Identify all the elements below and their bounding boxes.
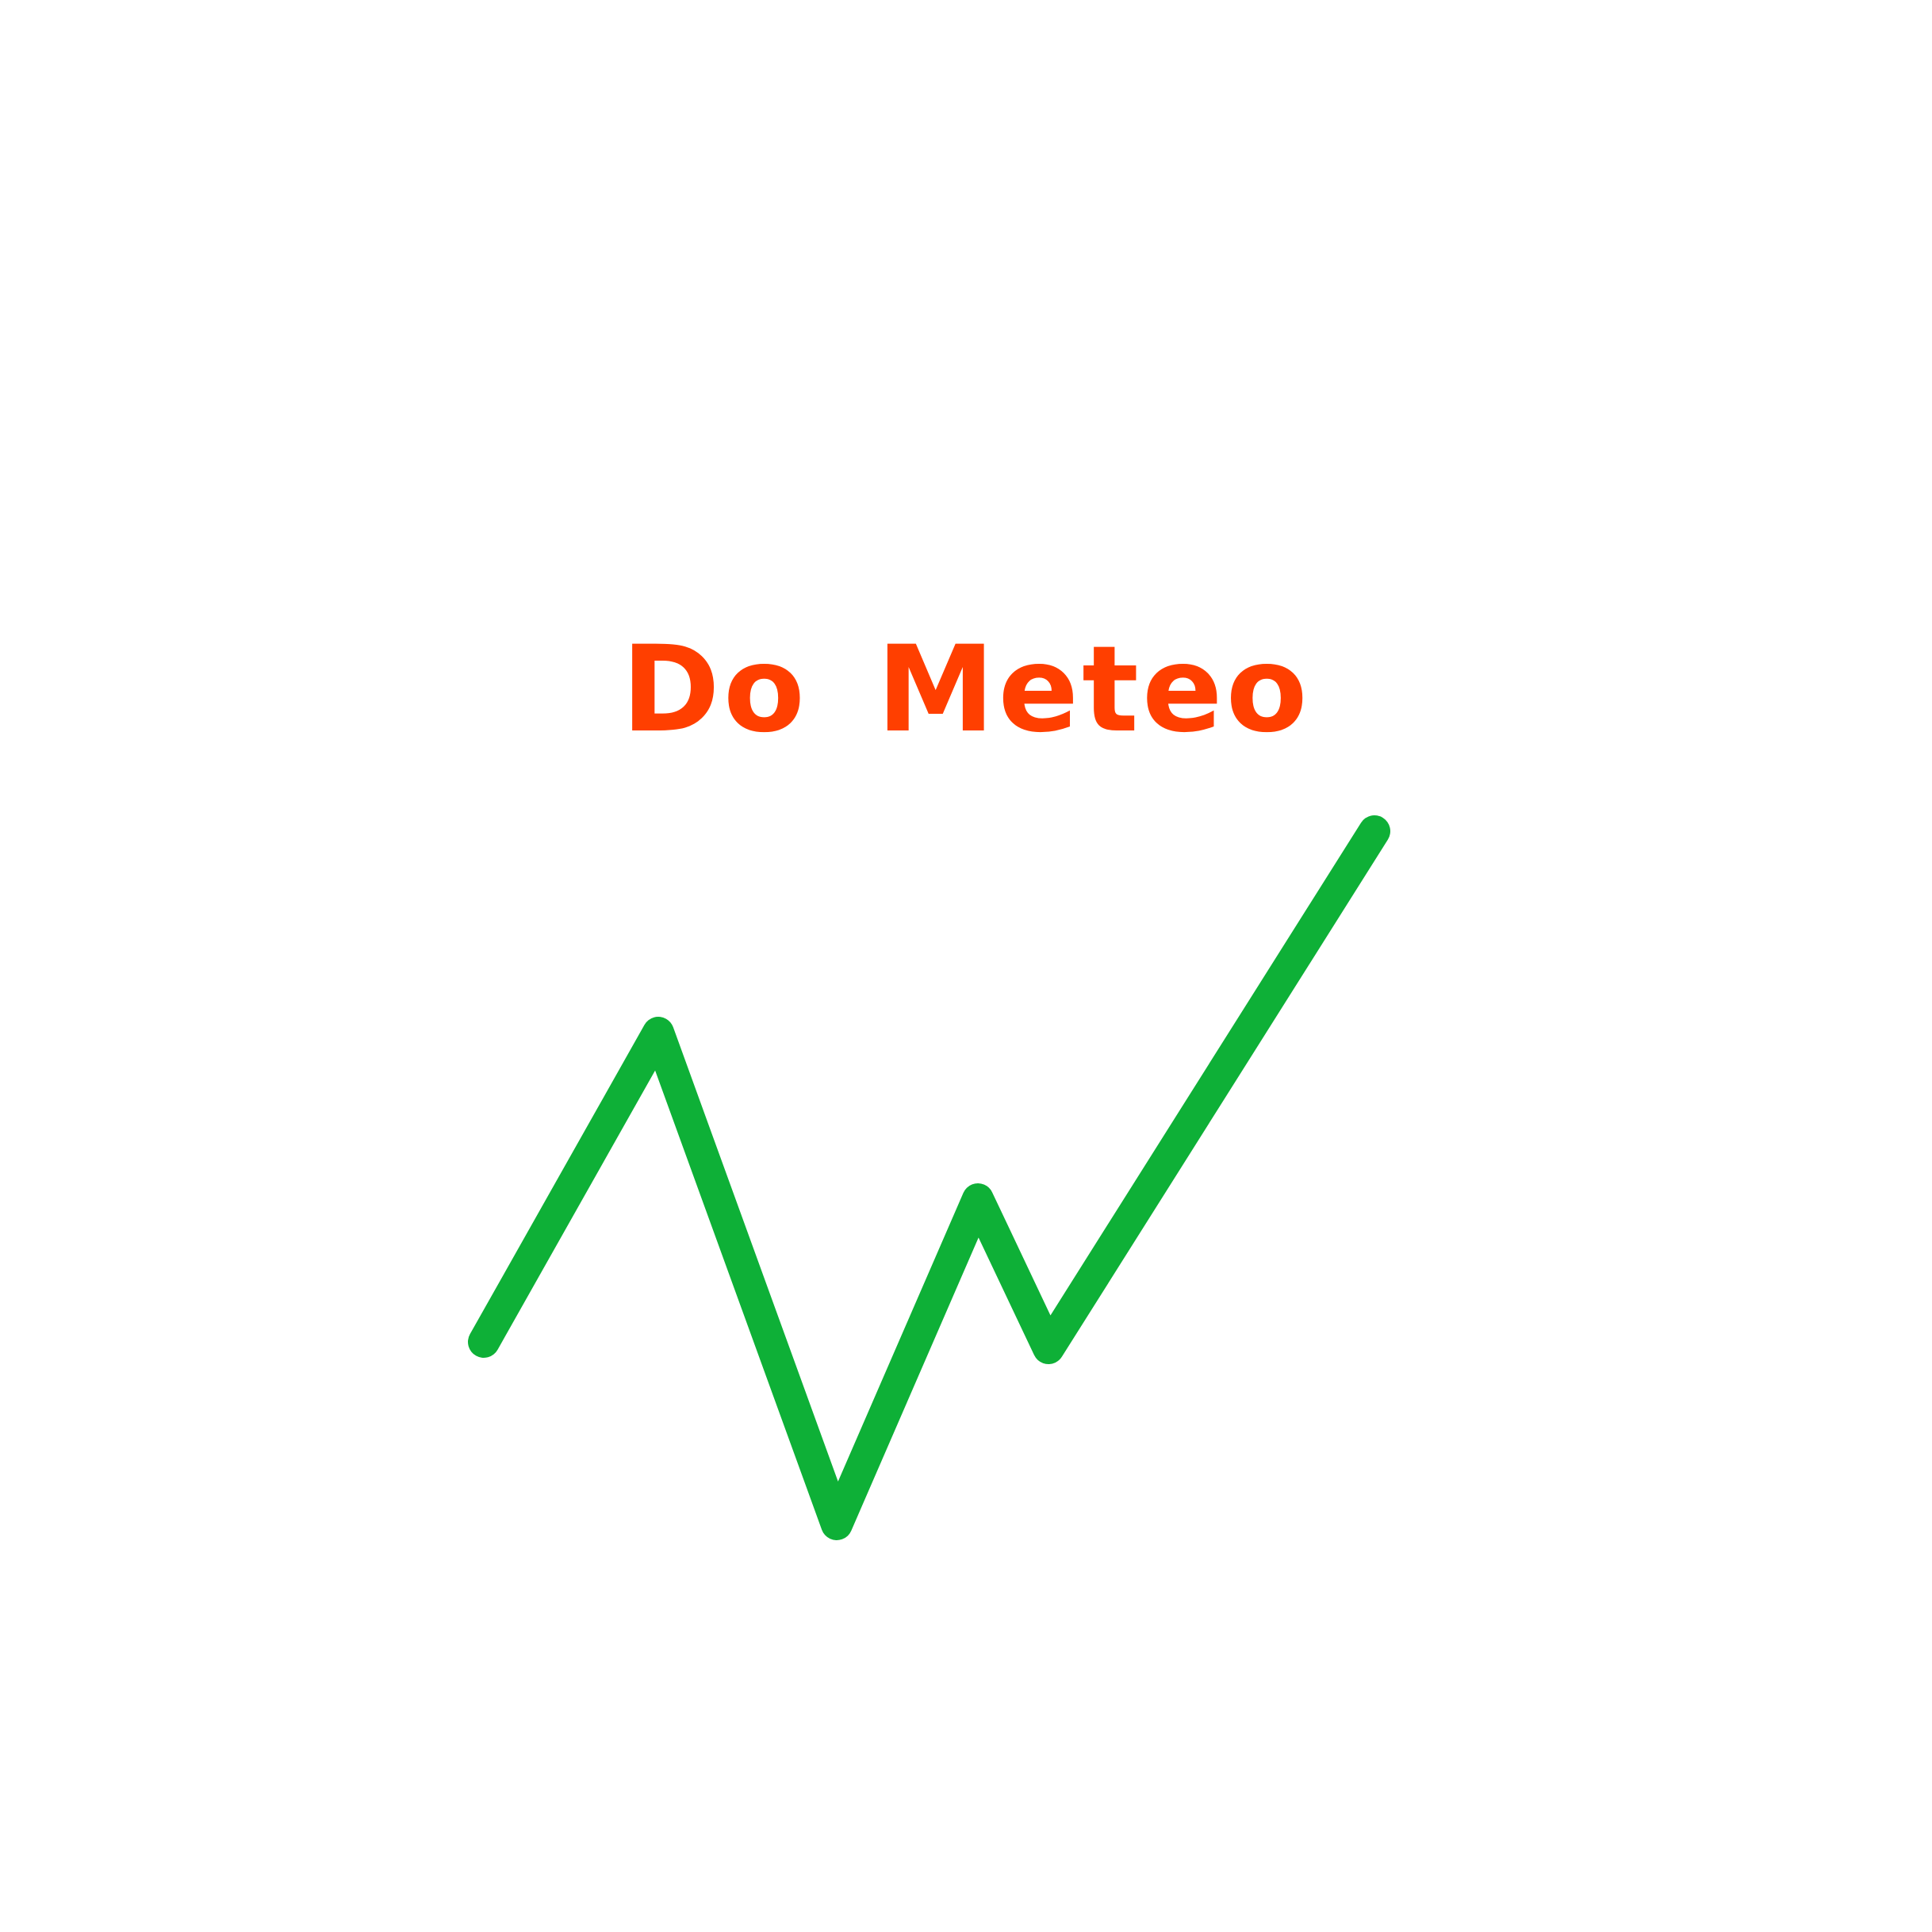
logo-title: Do Meteo bbox=[621, 621, 1311, 759]
